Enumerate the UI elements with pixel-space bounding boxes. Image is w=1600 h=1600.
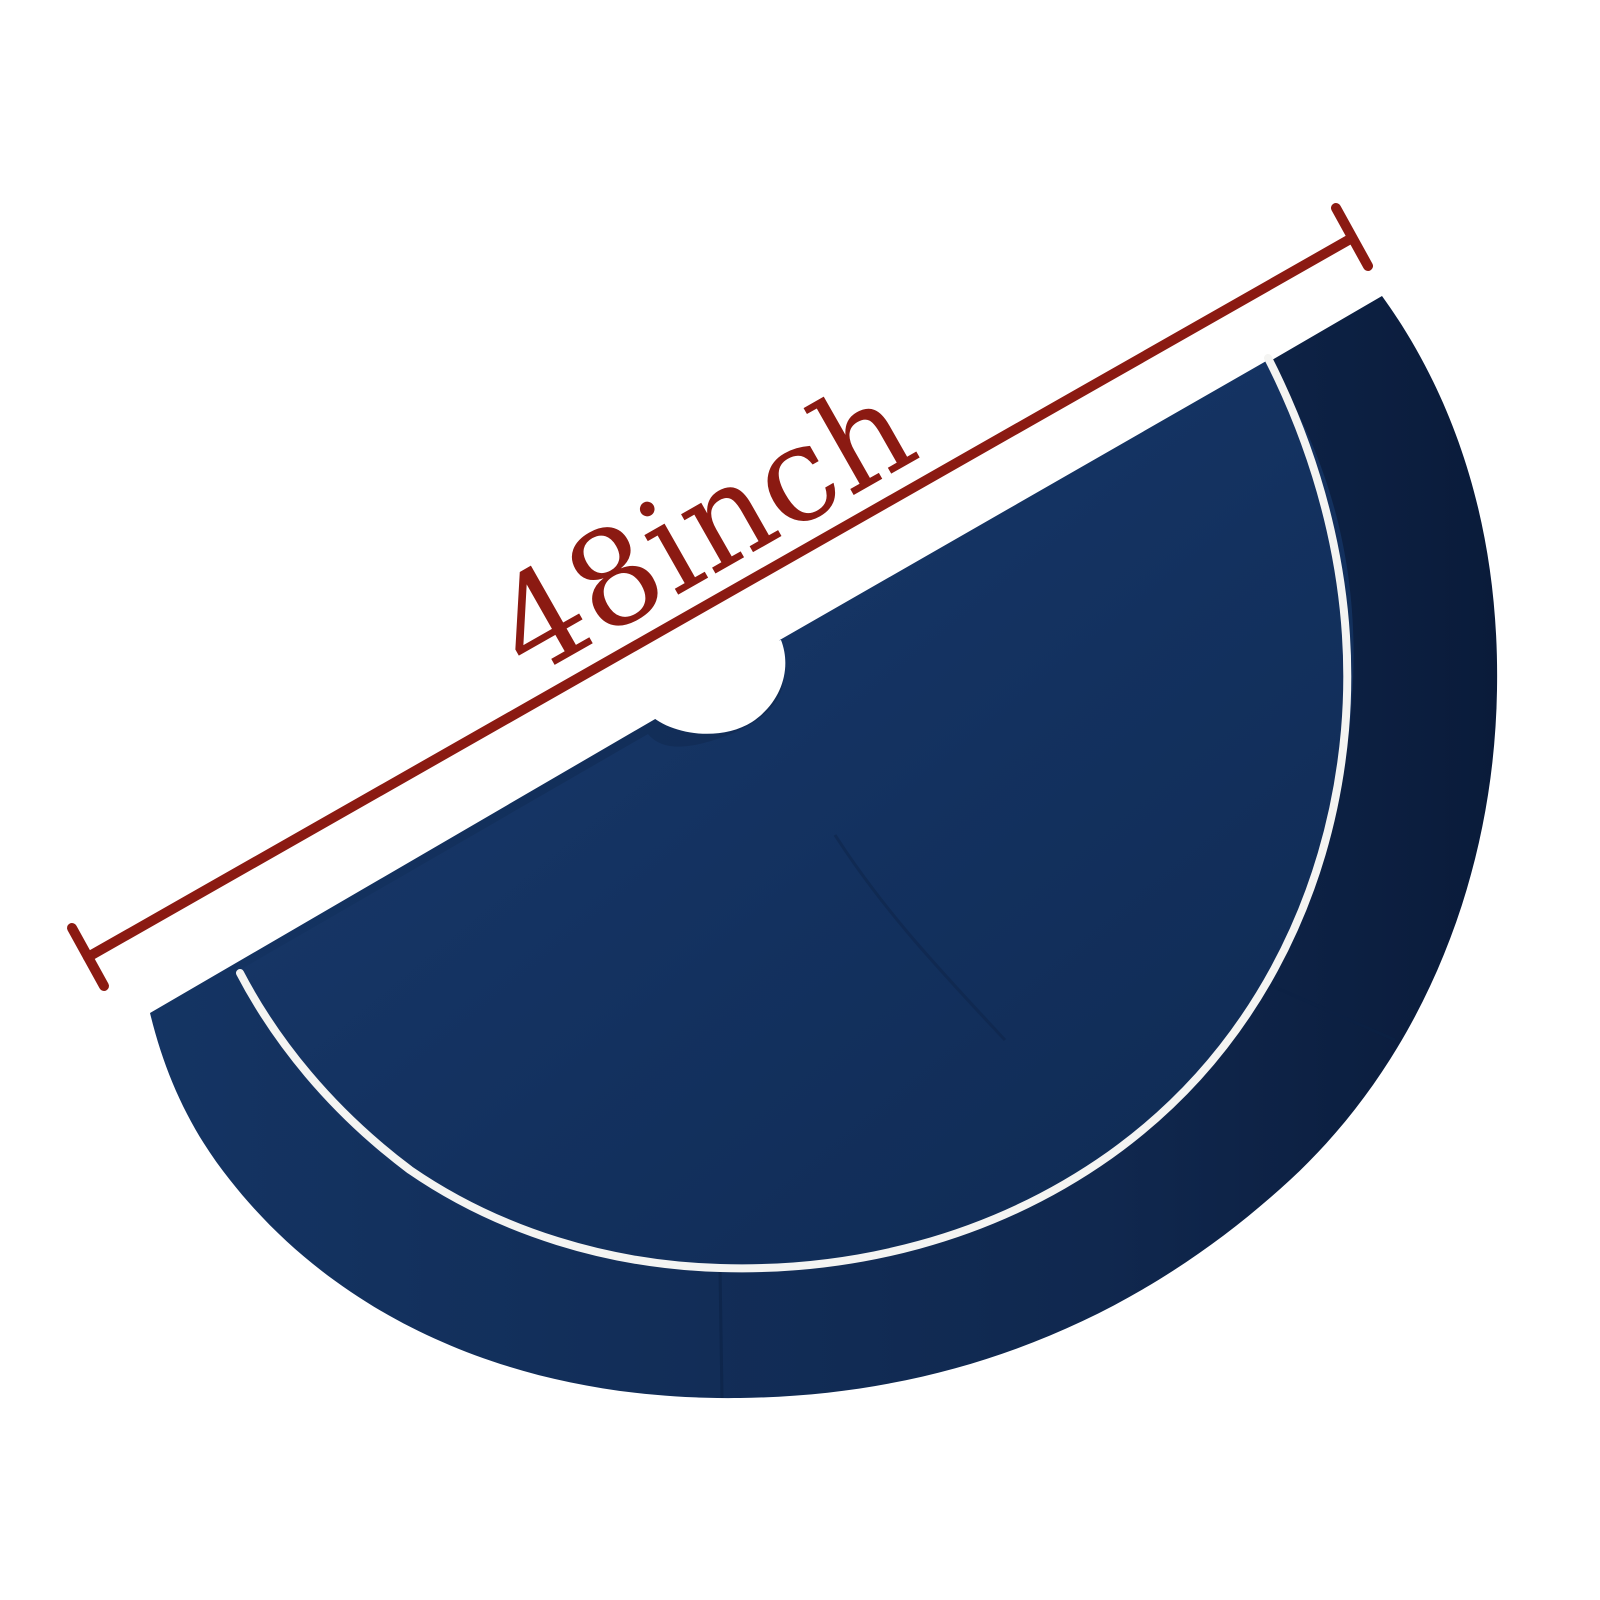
trunk-opening xyxy=(640,640,786,734)
skirt-inner-panel xyxy=(238,360,1354,1269)
fold-seam-left xyxy=(833,834,1007,1042)
dimension-end-cap-right xyxy=(1331,203,1373,271)
fold-seam-bottom xyxy=(718,1267,724,1399)
white-piping-trim xyxy=(236,354,1352,1273)
dimension-line xyxy=(83,233,1357,962)
dimension-end-cap-left xyxy=(67,923,109,991)
tree-skirt xyxy=(150,296,1498,1399)
fold-seam-right xyxy=(1269,983,1396,1042)
